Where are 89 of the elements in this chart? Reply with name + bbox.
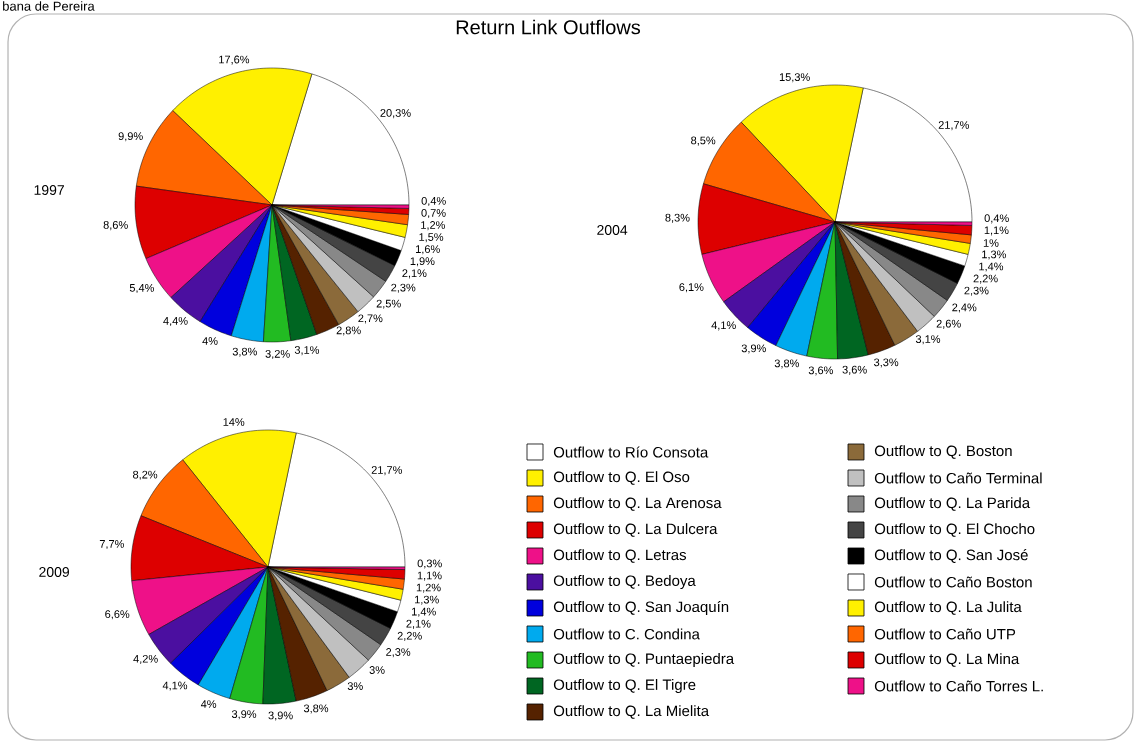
- legend-label: Outflow to Q. El Oso: [553, 471, 690, 485]
- data-label: 1,4%: [979, 262, 1004, 272]
- data-label: 0,4%: [984, 214, 1009, 224]
- data-label: 8,6%: [103, 221, 128, 231]
- data-label: 6,6%: [105, 610, 130, 620]
- legend-label: Outflow to Q. La Dulcera: [553, 523, 718, 537]
- data-label: 1,5%: [419, 233, 444, 243]
- data-label: 2,3%: [964, 286, 989, 296]
- data-label: 3,9%: [741, 344, 766, 354]
- legend-label: Outflow to Q. La Parida: [874, 497, 1031, 511]
- data-label: 2,3%: [391, 283, 416, 293]
- data-label: 3,2%: [265, 349, 290, 360]
- text: 2004: [597, 225, 628, 235]
- data-label: 3,1%: [915, 335, 941, 345]
- data-label: 3,8%: [774, 359, 799, 369]
- data-label: 2,8%: [336, 326, 361, 336]
- data-label: 21,7%: [938, 121, 969, 131]
- data-label: 2,2%: [397, 631, 422, 641]
- data-label: 9,9%: [118, 132, 143, 142]
- data-label: 6,1%: [679, 283, 704, 293]
- legend-label: Outflow to Q. San Joaquín: [553, 600, 729, 616]
- data-label: 3,9%: [231, 710, 257, 720]
- legend-label: Outflow to Q. El Tigre: [553, 679, 696, 693]
- data-label: 5,4%: [129, 284, 155, 294]
- legend-label: Outflow to Q. San José: [874, 549, 1028, 563]
- legend-label: Outflow to Q. Bedoya: [553, 575, 696, 589]
- data-label: 20,3%: [380, 109, 411, 119]
- legend-label: Outflow to Q. La Arenosa: [553, 497, 722, 511]
- data-label: 8,3%: [665, 213, 690, 223]
- legend-label: Outflow to Río Consota: [553, 446, 709, 458]
- legend-label: Outflow to Q. El Chocho: [874, 523, 1035, 537]
- legend-label: Outflow to Caño Boston: [874, 576, 1032, 588]
- data-label: 3%: [369, 666, 385, 674]
- data-label: 1,6%: [416, 245, 440, 255]
- data-label: 1%: [983, 239, 999, 247]
- legend-label: Outflow to Q. La Julita: [874, 601, 1022, 615]
- legend-label: Outflow to Q. La Mielita: [553, 705, 710, 719]
- data-label: 4%: [200, 700, 217, 708]
- data-label: 3,9%: [268, 711, 293, 721]
- data-label: 4%: [202, 337, 218, 345]
- data-label: 2,3%: [386, 648, 411, 658]
- data-label: 2,2%: [973, 274, 998, 284]
- data-label: 1,9%: [410, 257, 435, 267]
- data-label: 1,1%: [417, 571, 442, 581]
- data-label: 3,8%: [303, 704, 329, 714]
- data-label: 4,1%: [711, 321, 736, 331]
- text: 1997: [34, 185, 64, 195]
- data-label: 4,4%: [163, 317, 188, 327]
- data-label: 2,7%: [358, 314, 383, 324]
- legend-label: Outflow to Q. Letras: [553, 549, 687, 563]
- data-label: 21,7%: [371, 466, 402, 476]
- data-label: 1,2%: [416, 583, 441, 593]
- data-label: 8,5%: [691, 136, 716, 146]
- data-label: 8,2%: [133, 470, 158, 480]
- legend-label: Outflow to Q. Puntaepiedra: [553, 653, 735, 667]
- data-label: 1,3%: [982, 250, 1007, 260]
- data-label: 3,1%: [294, 346, 320, 356]
- legend-label: Outflow to Caño UTP: [874, 628, 1016, 640]
- text: 2009: [39, 567, 70, 577]
- data-label: 2,5%: [376, 299, 401, 309]
- data-label: 2,4%: [952, 303, 977, 313]
- data-label: 1,1%: [984, 226, 1009, 236]
- data-label: 14%: [223, 418, 245, 426]
- data-label: 2,1%: [406, 619, 431, 629]
- data-label: 3,6%: [842, 365, 867, 375]
- data-label: 0,4%: [421, 196, 446, 207]
- data-label: 3%: [347, 682, 363, 690]
- data-label: 1,4%: [412, 607, 436, 617]
- data-label: 0,3%: [417, 559, 442, 569]
- data-label: 17,6%: [219, 55, 250, 65]
- data-label: 4,1%: [162, 681, 188, 691]
- data-label: 3,6%: [808, 366, 833, 376]
- legend-label: Outflow to Q. Boston: [874, 445, 1012, 459]
- data-label: 1,3%: [415, 595, 439, 605]
- data-label: 1,2%: [421, 221, 446, 231]
- data-label: 15,3%: [779, 73, 810, 83]
- text: Return Link Outflows: [456, 19, 641, 35]
- legend-label: Outflow to C. Condina: [553, 628, 700, 640]
- data-label: 3,3%: [874, 358, 899, 368]
- data-label: 7,7%: [99, 540, 124, 550]
- text: bana de Pereira: [3, 1, 95, 11]
- legend-label: Outflow to Caño Torres L.: [874, 680, 1043, 692]
- legend-label: Outflow to Caño Terminal: [874, 472, 1042, 484]
- data-label: 3,8%: [232, 347, 257, 357]
- data-label: 4,2%: [133, 654, 158, 665]
- data-label: 0,7%: [421, 209, 446, 219]
- data-label: 2,1%: [402, 269, 427, 279]
- data-label: 2,6%: [936, 319, 961, 329]
- legend-label: Outflow to Q. La Mina: [874, 653, 1020, 667]
